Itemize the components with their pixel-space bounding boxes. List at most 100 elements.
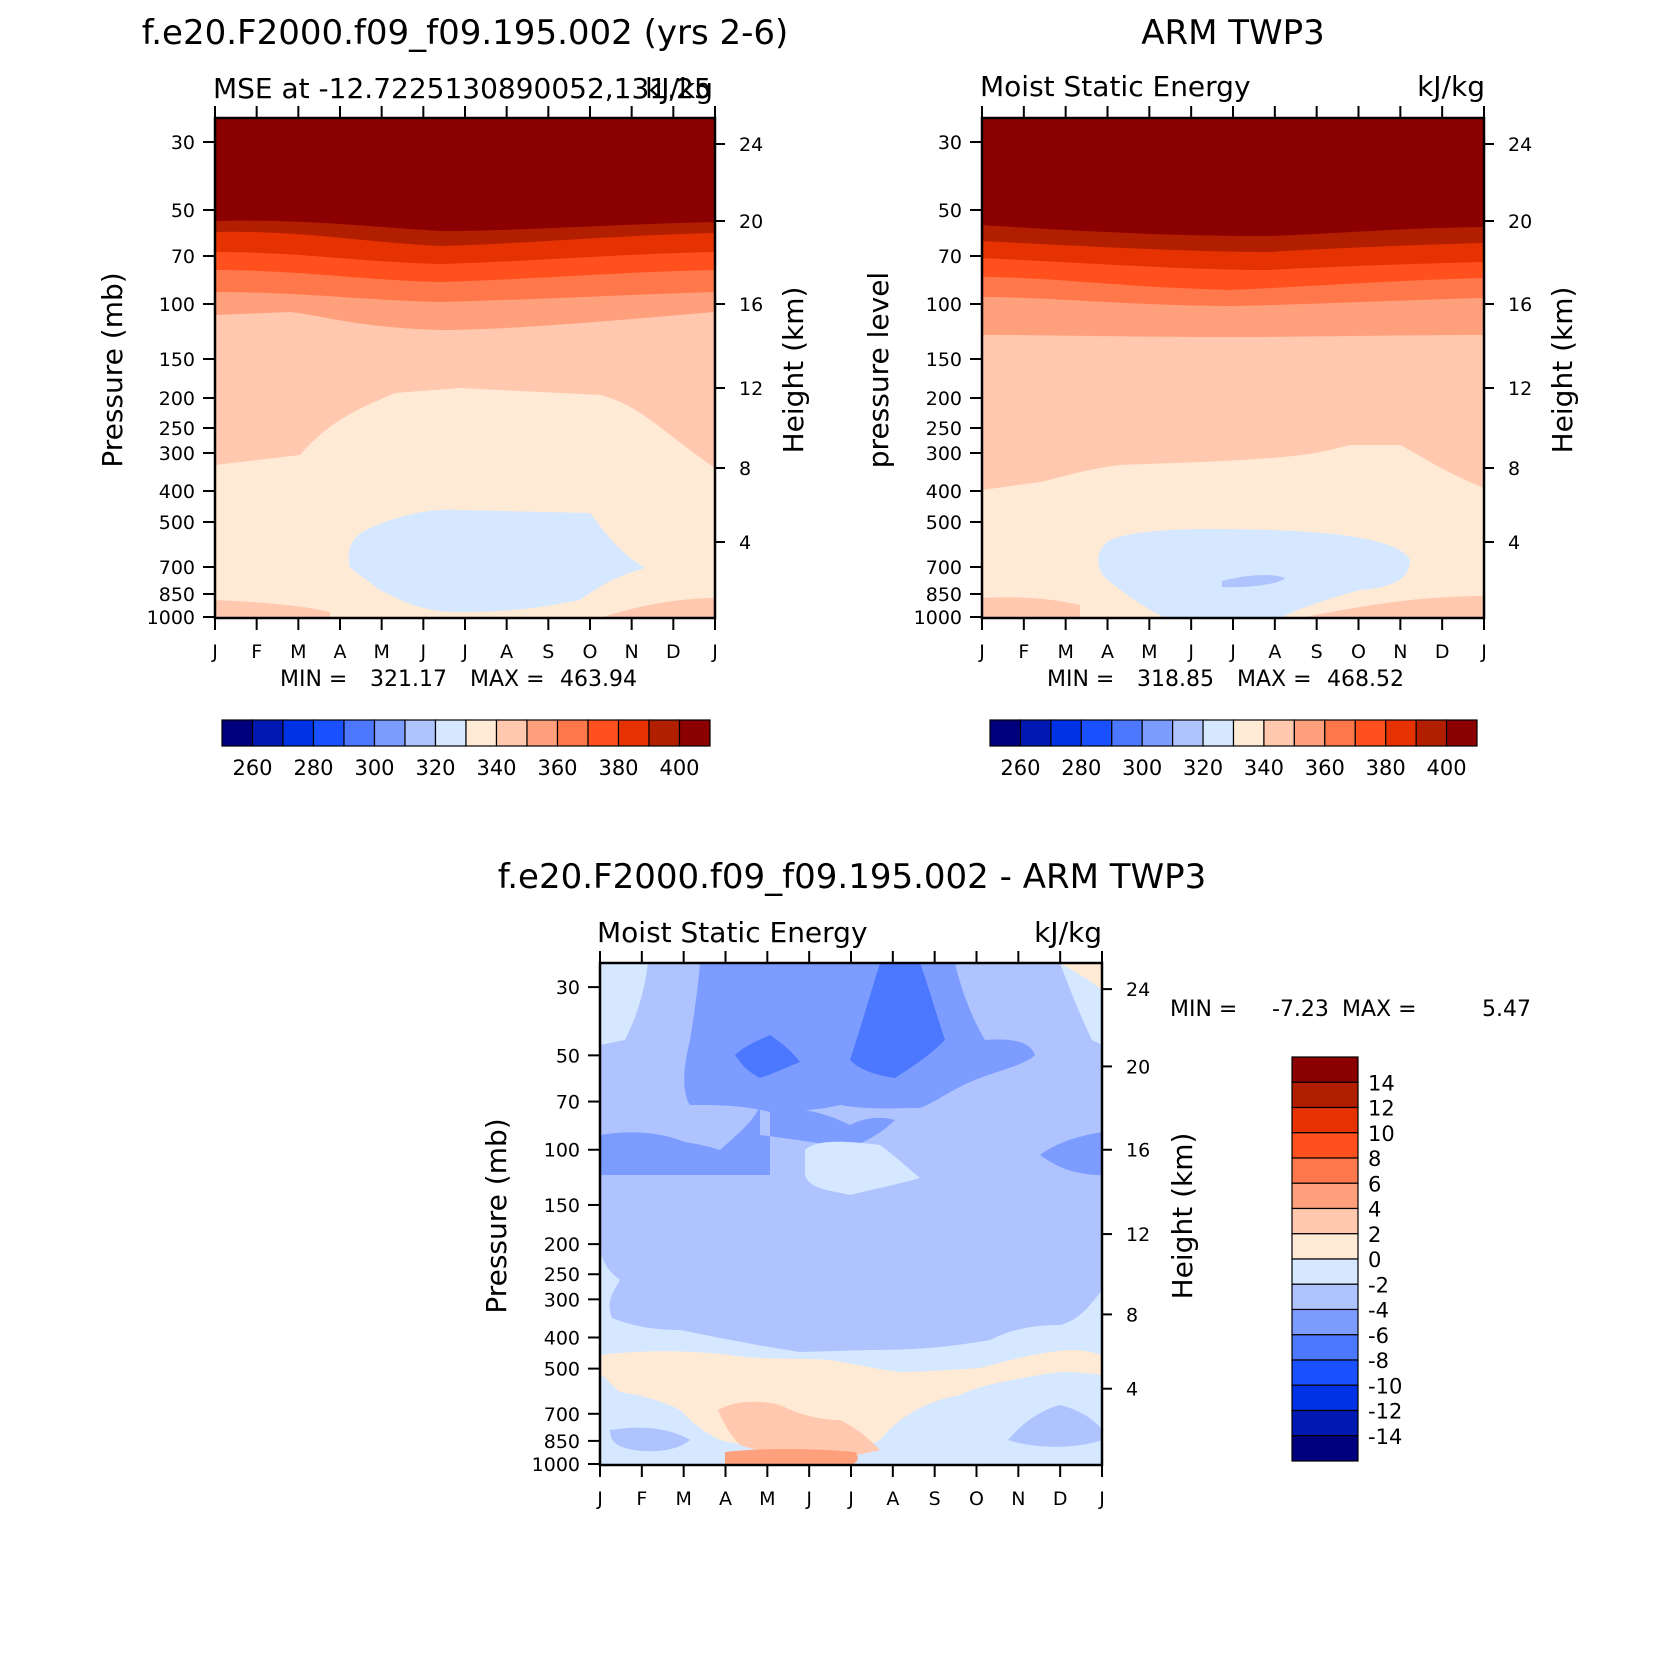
- y-tick-label: 400: [159, 481, 195, 503]
- colorbar-swatch: [1324, 719, 1356, 747]
- x-tick-label: J: [1480, 641, 1487, 663]
- x-tick-label: A: [334, 641, 347, 663]
- x-tick-label: F: [1018, 641, 1029, 663]
- model-band-top: [215, 118, 715, 231]
- colorbar-swatch: [1232, 719, 1265, 747]
- panel-diff: f.e20.F2000.f09_f09.195.002 - ARM TWP3 M…: [480, 857, 1531, 1510]
- y-tick-label: 500: [159, 512, 195, 534]
- x-tick-label: M: [759, 1488, 775, 1510]
- x-tick-label: A: [886, 1488, 899, 1510]
- y-right-tick-label: 24: [739, 134, 763, 156]
- colorbar-swatch: [1293, 719, 1326, 747]
- y-tick-label: 30: [938, 132, 962, 154]
- y-tick-label: 1000: [147, 607, 195, 629]
- y-tick-label: 300: [926, 443, 962, 465]
- panel-diff-min-label: MIN =: [1170, 997, 1237, 1022]
- diff-band-minus3-low-right: [1008, 1405, 1102, 1447]
- colorbar-swatch: [1291, 1157, 1359, 1184]
- y-tick-label: 400: [926, 481, 962, 503]
- y-right-tick-label: 8: [1508, 458, 1520, 480]
- y-tick-label: 30: [171, 132, 195, 154]
- y-tick-label: 50: [938, 200, 962, 222]
- y-right-tick-label: 24: [1126, 979, 1150, 1001]
- panel-model: f.e20.F2000.f09_f09.195.002 (yrs 2-6) MS…: [96, 13, 810, 780]
- panel-model-title: f.e20.F2000.f09_f09.195.002 (yrs 2-6): [142, 13, 789, 53]
- colorbar-swatch: [465, 719, 498, 747]
- x-tick-label: M: [373, 641, 389, 663]
- colorbar-swatch: [1291, 1359, 1359, 1386]
- x-tick-label: J: [847, 1488, 854, 1510]
- x-tick-label: N: [625, 641, 639, 663]
- colorbar-swatch: [282, 719, 315, 747]
- x-tick-label: J: [978, 641, 985, 663]
- y-tick-label: 700: [926, 557, 962, 579]
- colorbar-label: 320: [415, 756, 455, 780]
- panel-model-subtitle-left: MSE at -12.7225130890052,131.25: [213, 72, 712, 105]
- colorbar-swatch: [1291, 1081, 1359, 1109]
- y-tick-label: 850: [544, 1431, 580, 1453]
- x-tick-label: J: [461, 641, 468, 663]
- colorbar-swatch: [1291, 1334, 1359, 1361]
- colorbar-swatch: [587, 719, 620, 747]
- y-tick-label: 300: [159, 443, 195, 465]
- colorbar-label: 12: [1368, 1097, 1395, 1121]
- y-tick-label: 1000: [532, 1454, 580, 1476]
- y-tick-label: 70: [938, 246, 962, 268]
- panel-obs-title: ARM TWP3: [1141, 13, 1325, 53]
- colorbar-swatch: [678, 719, 711, 747]
- colorbar-label: 10: [1368, 1122, 1395, 1146]
- y-tick-label: 50: [171, 200, 195, 222]
- colorbar-label: 300: [1122, 756, 1162, 780]
- x-tick-label: F: [636, 1488, 647, 1510]
- y-tick-label: 500: [926, 512, 962, 534]
- obs-band-top: [982, 118, 1484, 236]
- y-tick-label: 250: [926, 418, 962, 440]
- y-tick-label: 200: [926, 388, 962, 410]
- colorbar-swatch: [556, 719, 589, 747]
- colorbar-swatch: [1050, 719, 1082, 747]
- x-tick-label: M: [1057, 641, 1073, 663]
- y-tick-label: 850: [159, 584, 195, 606]
- colorbar-swatch: [1111, 719, 1143, 747]
- y-tick-label: 300: [544, 1289, 580, 1311]
- panel-model-max-label: MAX =: [470, 667, 545, 692]
- x-tick-label: M: [290, 641, 306, 663]
- x-tick-label: O: [969, 1488, 984, 1510]
- x-tick-label: J: [420, 641, 427, 663]
- y-right-tick-label: 4: [1126, 1379, 1138, 1401]
- y-tick-label: 700: [159, 557, 195, 579]
- x-tick-label: A: [500, 641, 513, 663]
- colorbar-swatch: [1291, 1435, 1359, 1462]
- colorbar-label: 6: [1368, 1172, 1381, 1196]
- y-right-tick-label: 20: [739, 211, 763, 233]
- obs-band-320: [1098, 529, 1410, 618]
- colorbar-swatch: [1291, 1182, 1359, 1210]
- panel-diff-subtitle-right: kJ/kg: [1034, 916, 1102, 949]
- colorbar-swatch: [221, 719, 254, 747]
- diff-band-minus3-low-left: [610, 1427, 690, 1452]
- colorbar-label: 400: [1427, 756, 1467, 780]
- y-right-tick-label: 4: [1508, 532, 1520, 554]
- colorbar-label: 260: [1000, 756, 1040, 780]
- colorbar-swatch: [1291, 1056, 1359, 1083]
- colorbar-swatch: [989, 719, 1022, 747]
- colorbar-swatch: [1263, 719, 1295, 747]
- colorbar-label: 14: [1368, 1071, 1395, 1095]
- y-tick-label: 500: [544, 1359, 580, 1381]
- y-tick-label: 250: [544, 1264, 580, 1286]
- x-tick-label: M: [1141, 641, 1157, 663]
- y-tick-label: 850: [926, 584, 962, 606]
- colorbar-swatch: [1291, 1132, 1359, 1159]
- colorbar-swatch: [1141, 719, 1174, 747]
- obs-band-350-surface-left: [982, 597, 1080, 618]
- colorbar-swatch: [1385, 719, 1417, 747]
- colorbar-swatch: [404, 719, 437, 747]
- panel-obs-max-value: 468.52: [1327, 667, 1404, 692]
- colorbar-swatch: [1291, 1258, 1359, 1285]
- colorbar-label: 400: [659, 756, 699, 780]
- y-tick-label: 150: [544, 1195, 580, 1217]
- y-tick-label: 150: [926, 349, 962, 371]
